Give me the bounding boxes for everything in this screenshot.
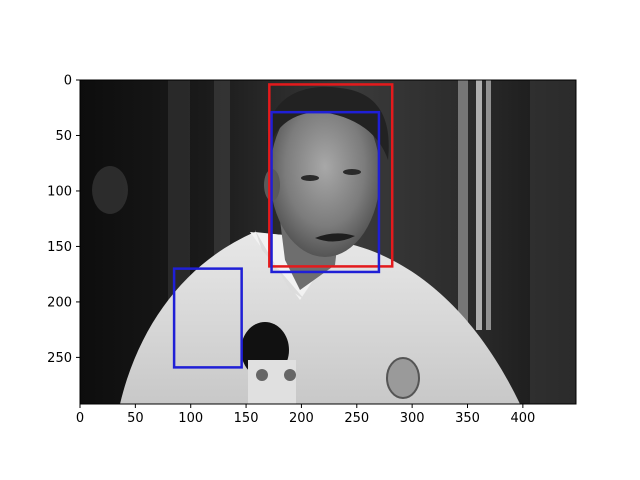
plot-frame: [79, 79, 577, 405]
x-tick-label: 150: [234, 411, 259, 426]
y-tick-label: 150: [47, 240, 72, 255]
x-tick-label: 200: [289, 411, 314, 426]
y-tick-label: 50: [55, 129, 72, 144]
x-tick-label: 100: [178, 411, 203, 426]
y-tick-label: 200: [47, 295, 72, 310]
x-tick-label: 0: [76, 411, 84, 426]
y-tick-label: 0: [64, 74, 72, 89]
x-tick-label: 350: [455, 411, 480, 426]
y-axis: 0 50 100 150 200 250: [47, 74, 80, 366]
x-axis: 0 50 100 150 200 250 300 350 400: [76, 404, 535, 426]
y-tick-label: 100: [47, 184, 72, 199]
x-tick-label: 50: [127, 411, 144, 426]
photo: [80, 80, 576, 404]
detection-boxes: [172, 83, 394, 369]
bounding-box-1: [268, 83, 394, 268]
y-tick-label: 250: [47, 351, 72, 366]
x-tick-label: 250: [344, 411, 369, 426]
x-tick-label: 400: [510, 411, 535, 426]
x-tick-label: 300: [400, 411, 425, 426]
bounding-box-2: [270, 110, 381, 274]
bounding-box-3: [172, 267, 243, 369]
